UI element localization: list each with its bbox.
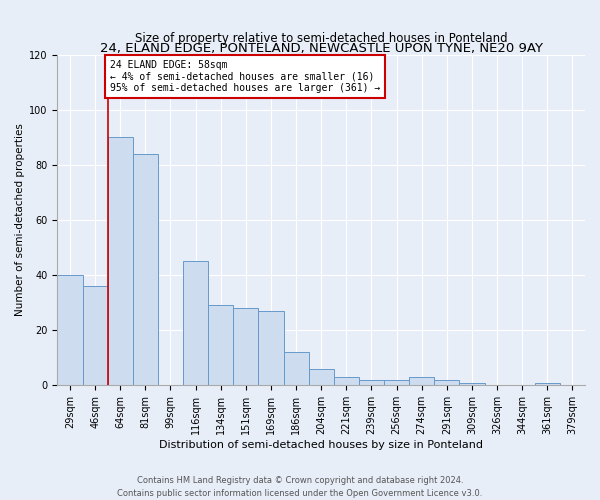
Bar xyxy=(284,352,308,386)
Bar xyxy=(208,306,233,386)
Y-axis label: Number of semi-detached properties: Number of semi-detached properties xyxy=(15,124,25,316)
Bar xyxy=(133,154,158,386)
Text: Contains HM Land Registry data © Crown copyright and database right 2024.
Contai: Contains HM Land Registry data © Crown c… xyxy=(118,476,482,498)
Bar xyxy=(259,311,284,386)
Text: 24 ELAND EDGE: 58sqm
← 4% of semi-detached houses are smaller (16)
95% of semi-d: 24 ELAND EDGE: 58sqm ← 4% of semi-detach… xyxy=(110,60,380,94)
Bar xyxy=(58,275,83,386)
Title: 24, ELAND EDGE, PONTELAND, NEWCASTLE UPON TYNE, NE20 9AY: 24, ELAND EDGE, PONTELAND, NEWCASTLE UPO… xyxy=(100,42,542,54)
Bar xyxy=(308,369,334,386)
Bar xyxy=(409,377,434,386)
Bar xyxy=(535,382,560,386)
Bar xyxy=(434,380,460,386)
Bar xyxy=(183,262,208,386)
Bar xyxy=(384,380,409,386)
Bar xyxy=(107,137,133,386)
Bar xyxy=(359,380,384,386)
Bar xyxy=(460,382,485,386)
X-axis label: Distribution of semi-detached houses by size in Ponteland: Distribution of semi-detached houses by … xyxy=(159,440,483,450)
Bar xyxy=(334,377,359,386)
Text: Size of property relative to semi-detached houses in Ponteland: Size of property relative to semi-detach… xyxy=(135,32,508,44)
Bar xyxy=(233,308,259,386)
Bar xyxy=(83,286,107,386)
